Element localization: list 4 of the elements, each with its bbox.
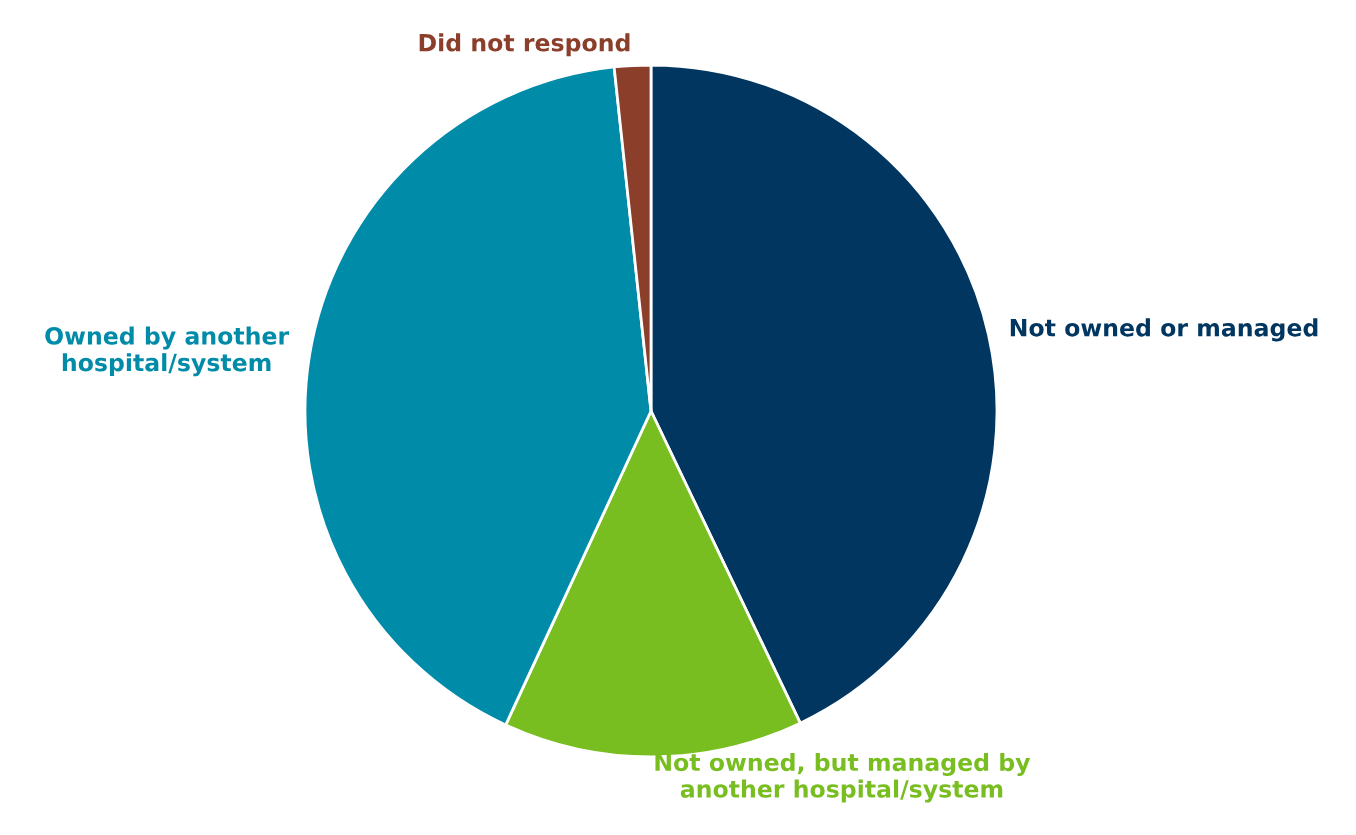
slice-label: Did not respond <box>419 33 630 57</box>
slice-label: Not owned or managed <box>1010 318 1318 342</box>
slice-label: Owned by another hospital/system <box>45 326 290 377</box>
slice-label: Not owned, but managed by another hospital/system <box>655 752 1031 803</box>
